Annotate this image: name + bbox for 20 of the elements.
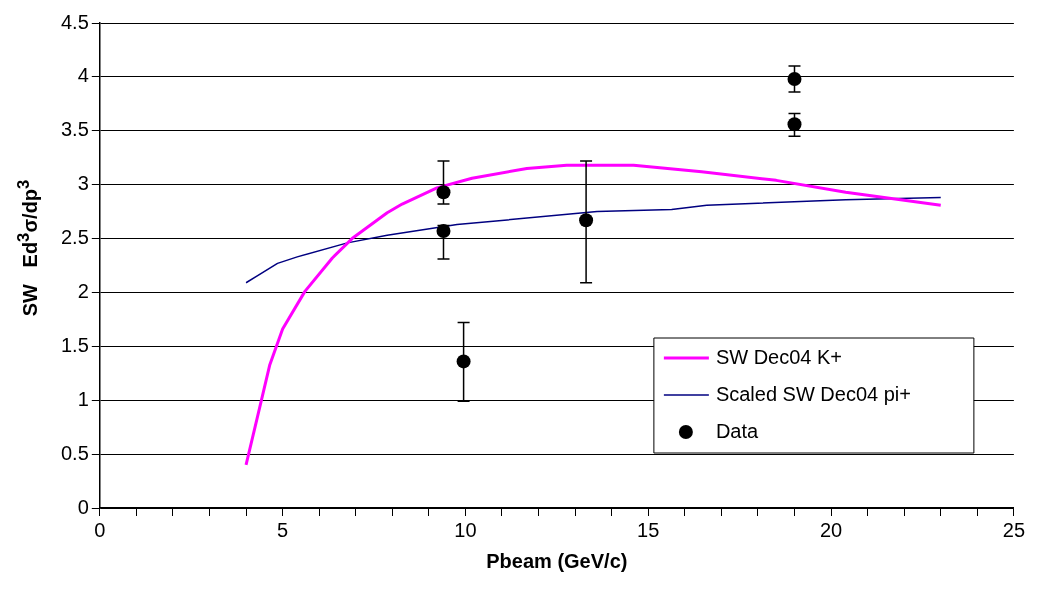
y-tick-label: 4 bbox=[77, 64, 89, 87]
y-tick-label: 0.5 bbox=[60, 441, 89, 464]
x-tick-label: 5 bbox=[277, 518, 289, 541]
y-tick-label: 0 bbox=[77, 495, 89, 518]
x-tick-label: 20 bbox=[819, 518, 843, 541]
y-tick-label: 2 bbox=[77, 279, 89, 302]
x-tick-label: 15 bbox=[637, 518, 660, 541]
y-tick-label: 1.5 bbox=[60, 333, 89, 356]
x-tick-label: 25 bbox=[1002, 518, 1025, 541]
x-axis-title: Pbeam (GeV/c) bbox=[486, 549, 628, 572]
y-tick-label: 2.5 bbox=[60, 226, 89, 249]
legend-label: Data bbox=[715, 419, 759, 442]
legend-label: SW Dec04 K+ bbox=[715, 345, 843, 368]
x-tick-label: 0 bbox=[94, 518, 106, 541]
y-tick-label: 3.5 bbox=[60, 118, 89, 141]
y-tick-label: 3 bbox=[77, 172, 89, 195]
y-tick-label: 4.5 bbox=[60, 10, 89, 33]
legend-label: Scaled SW Dec04 pi+ bbox=[715, 382, 911, 405]
y-tick-label: 1 bbox=[77, 387, 89, 410]
x-tick-label: 10 bbox=[454, 518, 477, 541]
